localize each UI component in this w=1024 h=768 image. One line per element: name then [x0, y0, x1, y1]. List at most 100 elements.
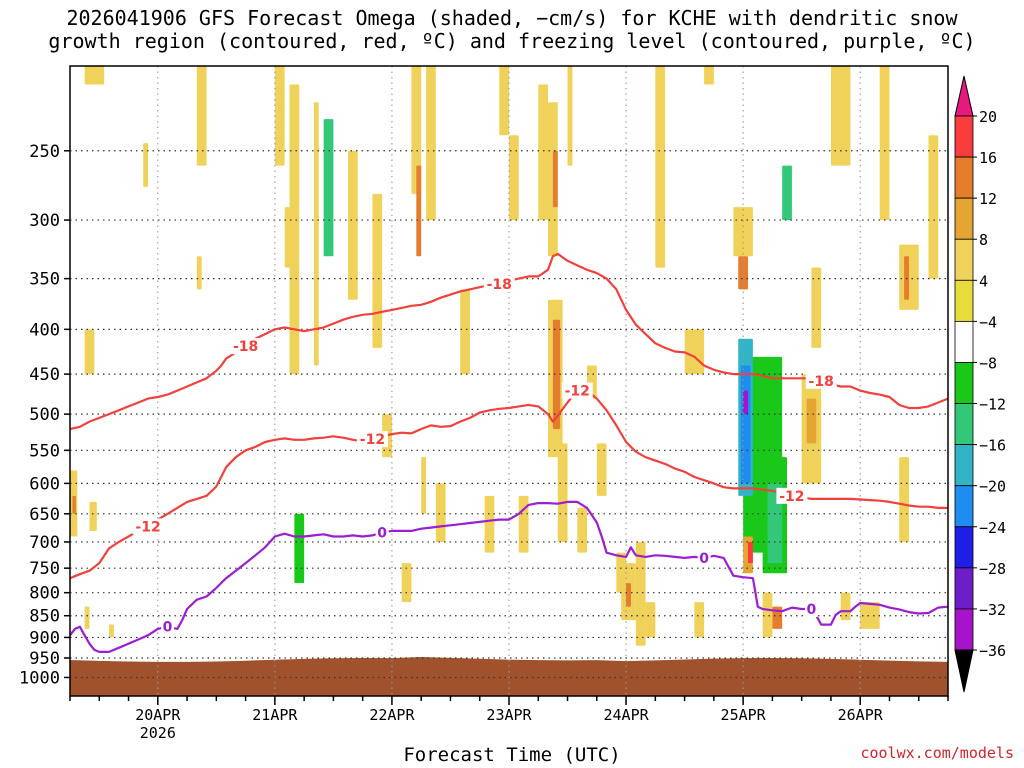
omega-cell — [938, 374, 948, 458]
contour-label: -18 — [487, 277, 512, 293]
colorbar-segment — [954, 485, 974, 528]
omega-cell — [743, 390, 749, 415]
omega-cell — [538, 84, 549, 221]
omega-cell — [289, 84, 300, 375]
omega-cell — [694, 267, 705, 279]
omega-cell — [460, 289, 470, 375]
omega-cell — [426, 66, 436, 221]
colorbar-segment — [954, 279, 974, 322]
omega-cell — [348, 150, 358, 300]
y-tick-label: 550 — [29, 441, 60, 461]
y-tick-label: 750 — [29, 559, 60, 579]
omega-cell — [74, 592, 85, 621]
contour-label-bg — [483, 276, 515, 293]
credit-link[interactable]: coolwx.com/models — [860, 744, 1014, 762]
omega-cell — [782, 165, 792, 221]
omega-cell — [806, 398, 817, 444]
omega-cell — [72, 495, 76, 514]
contour-label: -12 — [360, 432, 385, 448]
omega-cell — [552, 319, 561, 430]
contour-label: -12 — [779, 489, 804, 505]
y-tick-label: 600 — [29, 474, 60, 494]
omega-cell — [450, 66, 461, 257]
contour-label-bg — [375, 524, 389, 541]
colorbar-segment — [954, 403, 974, 446]
omega-cell — [655, 66, 666, 268]
x-tick-label: 20APR — [135, 706, 181, 724]
omega-cell — [694, 602, 705, 638]
contour-label-bg — [697, 549, 711, 566]
omega-field — [70, 66, 948, 646]
colorbar-bottom-arrow — [954, 649, 974, 693]
omega-cell — [840, 592, 851, 621]
omega-cell — [89, 501, 97, 531]
omega-cell — [294, 513, 305, 584]
omega-cell — [748, 541, 753, 564]
colorbar-segment — [954, 197, 974, 240]
omega-cell — [196, 66, 207, 166]
colorbar-label: −4 — [979, 313, 997, 331]
colorbar-label: 4 — [979, 272, 988, 290]
contour-label: -12 — [135, 519, 160, 535]
contour-label: -12 — [565, 384, 590, 400]
contour-label-bg — [561, 382, 593, 399]
omega-cell — [323, 119, 334, 257]
omega-cell — [830, 66, 851, 166]
contour-label-bg — [230, 338, 262, 355]
contour-label: 0 — [377, 526, 387, 542]
omega-cell — [762, 66, 802, 166]
omega-cell — [84, 66, 105, 85]
omega-cell — [811, 267, 822, 348]
omega-cell — [416, 165, 422, 257]
contour-label-bg — [356, 431, 388, 448]
omega-cell — [567, 66, 573, 166]
omega-cell — [372, 193, 383, 348]
contour-label-bg — [132, 518, 164, 535]
omega-cell — [889, 180, 909, 221]
colorbar-label: −28 — [979, 560, 1006, 578]
omega-cell — [435, 483, 446, 542]
chart-title-line-2: growth region (contoured, red, ºC) and f… — [48, 29, 976, 53]
colorbar-segment — [954, 238, 974, 281]
colorbar-label: −12 — [979, 396, 1006, 414]
y-tick-label: 300 — [29, 211, 60, 231]
y-tick-label: 650 — [29, 505, 60, 525]
y-tick-label: 950 — [29, 649, 60, 669]
y-tick-label: 250 — [29, 142, 60, 162]
colorbar-label: −36 — [979, 642, 1006, 660]
omega-cell — [684, 329, 705, 375]
omega-cell — [84, 606, 90, 629]
omega-cell — [577, 507, 588, 553]
omega-cell — [899, 457, 909, 542]
omega-cell — [484, 495, 495, 553]
omega-cell — [723, 256, 734, 279]
omega-cell — [196, 256, 202, 290]
x-tick-label: 23APR — [486, 706, 532, 724]
contour-label-bg — [805, 372, 837, 389]
colorbar-segment — [954, 320, 974, 363]
omega-cell — [596, 443, 607, 496]
omega-cell — [552, 150, 558, 208]
colorbar-label: −16 — [979, 437, 1006, 455]
contour-label-bg — [776, 487, 808, 504]
omega-cell — [499, 66, 509, 136]
y-tick-label: 800 — [29, 584, 60, 604]
omega-cell — [518, 495, 529, 553]
x-tick-label: 25APR — [721, 706, 767, 724]
y-tick-label: 700 — [29, 533, 60, 553]
omega-cell — [294, 583, 305, 629]
omega-cell — [91, 563, 97, 593]
omega-cell — [772, 606, 783, 629]
x-tick-sublabel: 2026 — [140, 724, 176, 742]
contour-label-bg — [804, 600, 818, 617]
x-axis-title: Forecast Time (UTC) — [403, 744, 621, 766]
omega-cell — [704, 66, 714, 85]
contour-label: 0 — [699, 551, 709, 567]
omega-cell — [791, 289, 802, 348]
y-tick-label: 450 — [29, 365, 60, 385]
colorbar-label: −8 — [979, 354, 997, 372]
omega-cell — [904, 256, 909, 300]
colorbar-segment — [954, 567, 974, 610]
omega-cell — [401, 563, 412, 603]
